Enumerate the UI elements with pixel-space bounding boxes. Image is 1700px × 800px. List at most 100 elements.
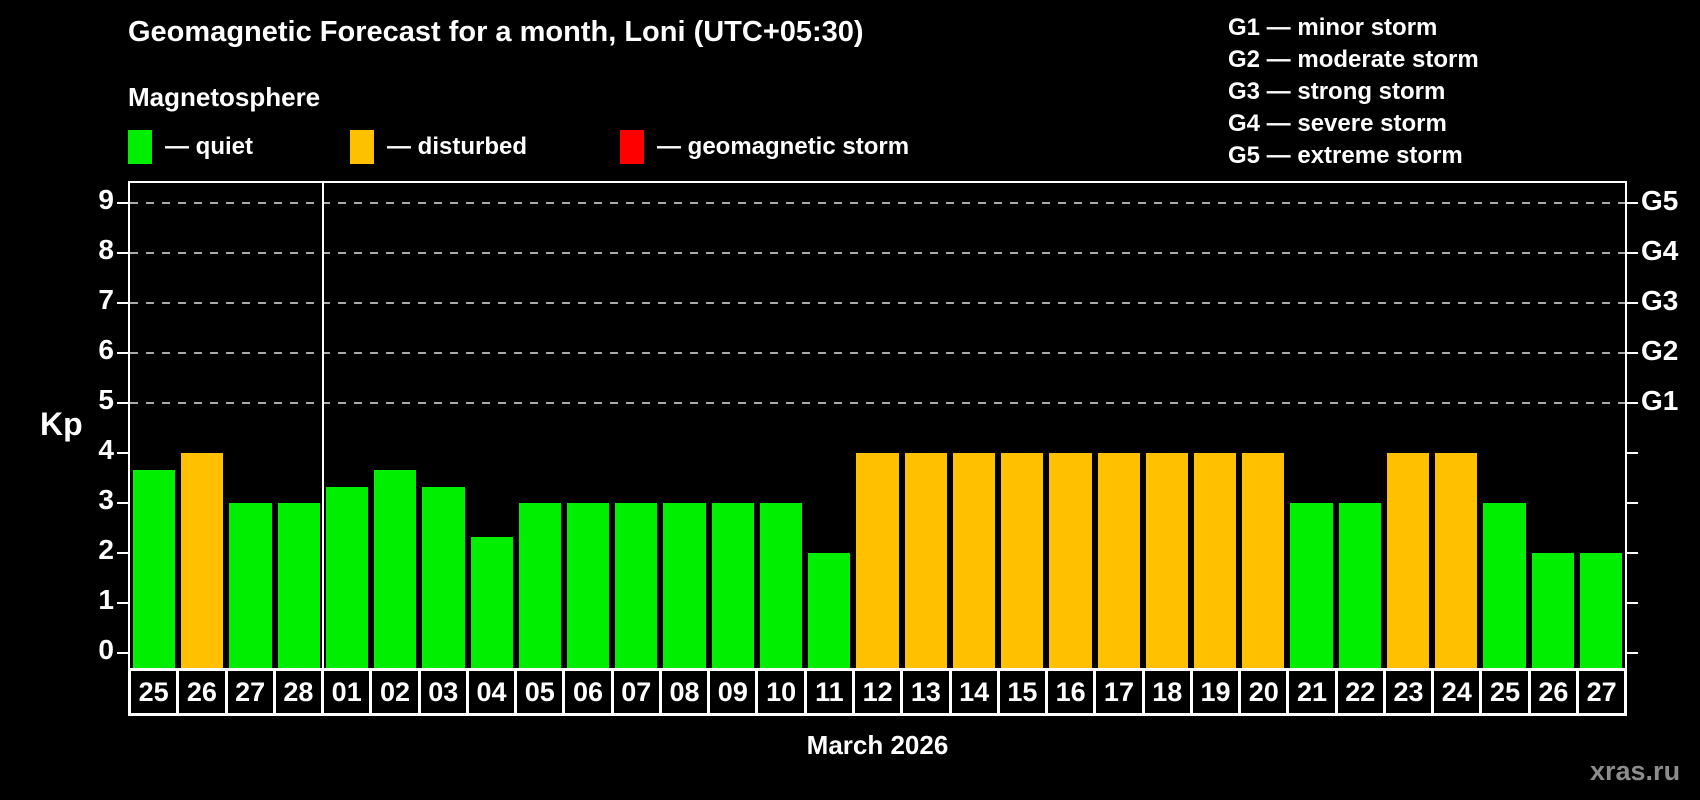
kp-bar-02 [374,469,417,668]
y-axis-title: Kp [40,406,83,442]
date-cell: 19 [1189,668,1242,716]
date-cell: 13 [900,668,952,716]
magnetosphere-subtitle: Magnetosphere [128,82,321,112]
date-cell: 01 [321,668,373,716]
legend-item-quiet: — quiet [128,130,253,164]
y-axis-tick-left [117,302,128,304]
y-axis-tick-label: 8 [98,234,114,265]
kp-bar-09 [711,503,754,668]
watermark: xras.ru [1590,756,1681,786]
g-scale-legend-line: G3 — strong storm [1228,78,1446,105]
y-axis-tick-right [1627,502,1638,504]
date-cell: 23 [1382,668,1435,716]
date-cell: 28 [272,668,325,716]
y-axis-tick-right [1627,202,1638,204]
kp-bar-18 [1145,453,1188,668]
y-axis-tick-right [1627,402,1638,404]
y-axis-tick-label: 2 [98,534,114,565]
gridline-kp5 [130,402,1625,404]
date-cell: 11 [803,668,855,716]
date-cell: 24 [1431,668,1483,716]
y-axis-tick-left [117,552,128,554]
kp-bar-17 [1097,453,1140,668]
y-axis-tick-left [117,452,128,454]
legend-item-disturbed: — disturbed [350,130,527,164]
kp-bar-25 [133,469,176,668]
date-cell: 26 [176,668,228,716]
date-cell: 20 [1238,668,1290,716]
date-cell: 27 [1575,668,1628,716]
y-axis-tick-right [1627,652,1638,654]
g-level-label: G3 [1641,285,1679,316]
y-axis-tick-label: 0 [98,634,114,665]
kp-bar-12 [856,453,899,668]
g-scale-legend-line: G1 — minor storm [1228,14,1438,41]
gridline-kp9 [130,202,1625,204]
kp-bar-27 [1579,553,1622,668]
x-axis-title: March 2026 [806,730,949,760]
date-cell: 05 [514,668,566,716]
y-axis-tick-right [1627,602,1638,604]
date-cell: 27 [224,668,276,716]
y-axis-tick-left [117,652,128,654]
kp-bar-04 [470,536,513,668]
date-cell: 04 [465,668,518,716]
gridline-kp8 [130,252,1625,254]
kp-bar-01 [325,486,369,668]
legend-label-disturbed: — disturbed [387,133,528,160]
g-level-label: G2 [1641,335,1679,366]
date-cell: 03 [417,668,469,716]
y-axis-tick-left [117,502,128,504]
kp-bar-27 [229,503,272,668]
gridline-kp7 [130,302,1625,304]
date-cell: 21 [1286,668,1338,716]
kp-bar-25 [1483,503,1526,668]
y-axis-tick-right [1627,302,1638,304]
kp-bar-15 [1001,453,1044,668]
storm-color-swatch [620,130,644,164]
date-cell: 25 [128,668,180,716]
date-cell: 15 [996,668,1049,716]
state-legend: — quiet — disturbed — geomagnetic storm [0,130,1700,168]
g-level-label: G4 [1641,235,1679,266]
kp-bar-14 [952,453,996,668]
kp-bar-26 [1531,553,1574,668]
y-axis-tick-right [1627,352,1638,354]
date-cell: 18 [1141,668,1193,716]
y-axis-tick-label: 1 [98,584,114,615]
y-axis-tick-left [117,202,128,204]
y-axis-tick-label: 6 [98,334,114,365]
quiet-color-swatch [128,130,152,164]
y-axis-tick-left [117,602,128,604]
kp-bar-13 [904,453,947,668]
y-axis-tick-label: 4 [98,434,114,465]
date-cell: 17 [1093,668,1145,716]
g-level-label: G1 [1641,385,1679,416]
month-boundary-line [321,183,324,668]
g-scale-legend-line: G2 — moderate storm [1228,46,1479,73]
g-scale-legend-line: G4 — severe storm [1228,110,1447,137]
y-axis-tick-right [1627,252,1638,254]
kp-bar-28 [277,503,320,668]
date-cell: 10 [755,668,807,716]
plot-area: 0 1 2 3 4 5 6 7 8 9 G1 G2 G3 G4 G5 [98,181,1678,668]
date-cell: 09 [707,668,759,716]
kp-bar-23 [1386,453,1430,668]
x-axis-date-row: 25 26 27 28 01 02 03 04 05 06 07 08 09 10 11 12 13 14 15 16… [128,668,1628,716]
legend-label-storm: — geomagnetic storm [657,133,910,160]
y-axis-tick-label: 9 [98,183,114,215]
date-cell: 26 [1527,668,1579,716]
gridline-kp6 [130,352,1625,354]
y-axis-tick-label: 3 [98,484,114,515]
date-cell: 16 [1045,668,1097,716]
date-cell: 25 [1479,668,1531,716]
date-cell: 12 [851,668,904,716]
disturbed-color-swatch [350,130,374,164]
kp-bar-26 [181,453,224,668]
date-cell: 02 [369,668,421,716]
kp-bar-16 [1049,453,1092,668]
y-axis-tick-label: 7 [98,284,114,315]
y-axis-tick-left [117,252,128,254]
kp-bar-06 [567,503,610,668]
